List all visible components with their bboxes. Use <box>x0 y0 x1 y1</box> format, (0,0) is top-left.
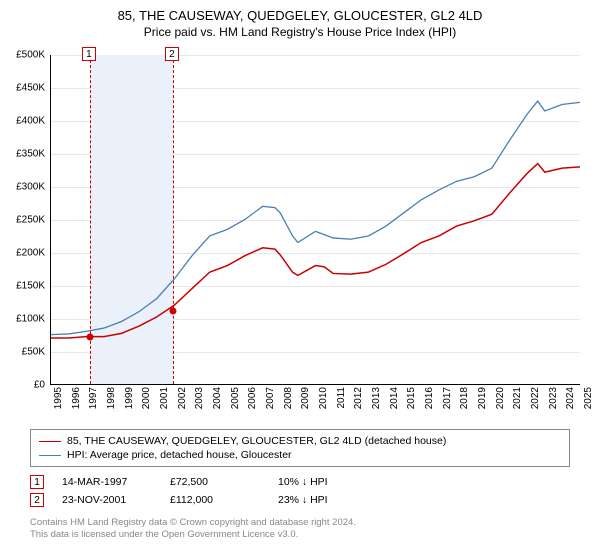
legend-row: HPI: Average price, detached house, Glou… <box>39 448 561 462</box>
legend-swatch <box>39 441 61 442</box>
data-point-marker <box>86 334 93 341</box>
plot-area <box>50 55 580 385</box>
series-hpi <box>51 101 580 335</box>
x-axis-tick: 2012 <box>353 387 364 409</box>
event-price: £72,500 <box>170 476 260 488</box>
x-axis-tick: 2010 <box>318 387 329 409</box>
y-axis-tick: £500K <box>0 50 45 61</box>
x-axis-tick: 2025 <box>583 387 594 409</box>
x-axis-tick: 2007 <box>265 387 276 409</box>
line-series-svg <box>51 55 580 384</box>
x-axis-tick: 1999 <box>124 387 135 409</box>
y-axis-tick: £300K <box>0 182 45 193</box>
x-axis-tick: 2023 <box>548 387 559 409</box>
x-axis-tick: 1998 <box>106 387 117 409</box>
x-axis-tick: 2011 <box>336 387 347 409</box>
x-axis-tick: 1997 <box>88 387 99 409</box>
y-axis-tick: £100K <box>0 314 45 325</box>
footer-line: This data is licensed under the Open Gov… <box>30 529 570 541</box>
legend-swatch <box>39 455 61 456</box>
y-axis-tick: £400K <box>0 116 45 127</box>
chart-container: £0 £50K £100K £150K £200K £250K £300K £350K £400… <box>0 45 600 425</box>
x-axis-tick: 2024 <box>565 387 576 409</box>
event-diff: 10% ↓ HPI <box>278 476 368 488</box>
x-axis-tick: 1995 <box>53 387 64 409</box>
x-axis-tick: 2021 <box>512 387 523 409</box>
chart-subtitle: Price paid vs. HM Land Registry's House … <box>0 23 600 45</box>
x-axis-tick: 2014 <box>389 387 400 409</box>
event-number-box: 1 <box>30 475 44 489</box>
x-axis-tick: 2009 <box>300 387 311 409</box>
event-number-box: 2 <box>30 493 44 507</box>
x-axis-tick: 2013 <box>371 387 382 409</box>
x-axis-tick: 1996 <box>71 387 82 409</box>
footer-attribution: Contains HM Land Registry data © Crown c… <box>30 517 570 542</box>
x-axis-tick: 2022 <box>530 387 541 409</box>
event-price: £112,000 <box>170 494 260 506</box>
y-axis-tick: £50K <box>0 347 45 358</box>
event-marker-box: 2 <box>165 47 179 61</box>
x-axis-tick: 2019 <box>477 387 488 409</box>
x-axis-tick: 2003 <box>194 387 205 409</box>
event-date: 23-NOV-2001 <box>62 494 152 506</box>
x-axis-tick: 2002 <box>177 387 188 409</box>
x-axis-tick: 2001 <box>159 387 170 409</box>
events-table: 1 14-MAR-1997 £72,500 10% ↓ HPI 2 23-NOV-2001… <box>30 473 570 509</box>
x-axis-tick: 2017 <box>442 387 453 409</box>
series-price_paid <box>51 164 580 338</box>
y-axis-tick: £0 <box>0 380 45 391</box>
x-axis-tick: 2005 <box>230 387 241 409</box>
x-axis-tick: 2015 <box>406 387 417 409</box>
y-axis-tick: £250K <box>0 215 45 226</box>
x-axis-tick: 2004 <box>212 387 223 409</box>
y-axis-tick: £200K <box>0 248 45 259</box>
x-axis-tick: 2018 <box>459 387 470 409</box>
legend-box: 85, THE CAUSEWAY, QUEDGELEY, GLOUCESTER,… <box>30 429 570 467</box>
x-axis-tick: 2008 <box>283 387 294 409</box>
data-point-marker <box>169 308 176 315</box>
event-diff: 23% ↓ HPI <box>278 494 368 506</box>
y-axis-tick: £450K <box>0 83 45 94</box>
chart-title: 85, THE CAUSEWAY, QUEDGELEY, GLOUCESTER,… <box>0 0 600 23</box>
y-axis-tick: £350K <box>0 149 45 160</box>
event-row: 2 23-NOV-2001 £112,000 23% ↓ HPI <box>30 491 570 509</box>
x-axis-tick: 2020 <box>495 387 506 409</box>
y-axis-tick: £150K <box>0 281 45 292</box>
legend-label: 85, THE CAUSEWAY, QUEDGELEY, GLOUCESTER,… <box>67 435 446 447</box>
x-axis-tick: 2016 <box>424 387 435 409</box>
x-axis-tick: 2000 <box>141 387 152 409</box>
x-axis-tick: 2006 <box>247 387 258 409</box>
event-marker-box: 1 <box>82 47 96 61</box>
legend-row: 85, THE CAUSEWAY, QUEDGELEY, GLOUCESTER,… <box>39 434 561 448</box>
event-row: 1 14-MAR-1997 £72,500 10% ↓ HPI <box>30 473 570 491</box>
event-date: 14-MAR-1997 <box>62 476 152 488</box>
legend-label: HPI: Average price, detached house, Glou… <box>67 449 292 461</box>
footer-line: Contains HM Land Registry data © Crown c… <box>30 517 570 529</box>
